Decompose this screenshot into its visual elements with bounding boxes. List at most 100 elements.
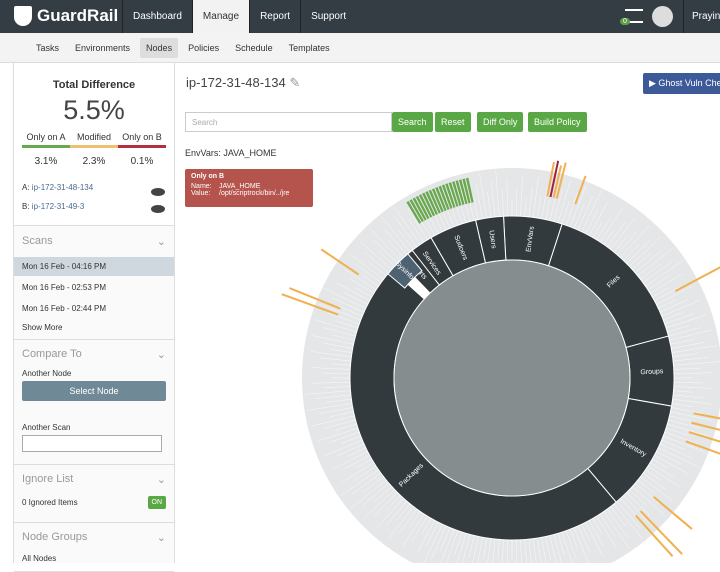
diff-line [693, 412, 720, 420]
search-button[interactable]: Search [392, 112, 433, 132]
ring-tick [569, 184, 587, 227]
ring-tick [589, 520, 604, 546]
ring-tick [603, 511, 631, 550]
diff-line [281, 293, 339, 316]
tooltip-row: Value: /opt/scriptrock/bin/../jre [191, 190, 307, 197]
select-node[interactable]: Select Node [22, 381, 166, 401]
ring-tick [652, 458, 668, 469]
ring-tick [336, 443, 365, 457]
col-b: Only on B 0.1% [118, 132, 166, 167]
ring-tick [426, 522, 439, 547]
ring-tick [549, 198, 556, 221]
diff-wedge [409, 199, 424, 223]
ring-tick [364, 252, 389, 273]
ring-tick [617, 501, 640, 528]
ring-tick [335, 423, 357, 431]
sub-item[interactable]: Templates [288, 42, 330, 53]
eye-icon[interactable] [151, 205, 165, 213]
ring-tick [475, 184, 483, 219]
ring-tick [384, 228, 407, 255]
scan-select[interactable] [22, 435, 162, 452]
tooltip-value: /opt/scriptrock/bin/../jre [219, 190, 290, 197]
sub-item[interactable]: Environments [75, 42, 131, 53]
node-name: ip-172-31-48-134 [186, 75, 286, 90]
user[interactable]: Praying [683, 0, 720, 33]
diff-wedge [418, 194, 433, 218]
toggle[interactable]: ON [147, 496, 166, 509]
diff-button[interactable]: Diff Only [477, 112, 524, 132]
ring-tick [585, 522, 604, 558]
compare-panel: Compare To ⌄ Another Node Select Node Ano… [14, 340, 174, 465]
center [393, 259, 631, 497]
tooltip-value: JAVA_HOME [219, 183, 261, 190]
sub-item[interactable]: Schedule [235, 42, 273, 53]
ring-tick [637, 479, 655, 494]
nav-item[interactable]: Manage [191, 0, 250, 33]
ring-tick [409, 511, 421, 528]
ring-tick [629, 236, 662, 267]
scan-item[interactable]: Mon 16 Feb - 02:44 PM [22, 304, 107, 313]
sub-item[interactable]: Policies [188, 42, 220, 53]
ring-tick [647, 274, 671, 290]
nav-item[interactable]: Dashboard [122, 0, 192, 33]
scan-item[interactable]: Mon 16 Feb - 02:53 PM [22, 283, 107, 292]
sub-item[interactable]: Nodes [140, 37, 179, 58]
ring-tick [421, 222, 432, 238]
ring-tick [348, 447, 366, 457]
ring-tick [673, 390, 693, 393]
panel-header[interactable]: Node Groups ⌄ [22, 531, 166, 544]
ring-tick [433, 202, 447, 231]
policy-button[interactable]: Build Policy [528, 112, 587, 132]
ring-tick [610, 217, 636, 250]
ring-tick [373, 492, 398, 517]
tooltip-row: Name: JAVA_HOME [191, 183, 307, 190]
panel-header[interactable]: Scans ⌄ [14, 226, 174, 257]
ring-tick [632, 253, 651, 270]
search-input[interactable]: Search [185, 112, 392, 132]
scan-item[interactable]: Mon 16 Feb - 04:16 PM [14, 257, 174, 276]
nav-item[interactable]: Support [300, 0, 356, 33]
node-name[interactable]: ip-172-31-48-134 [31, 183, 94, 192]
ring-tick [592, 518, 603, 534]
segment-label: EnvVars [525, 225, 535, 252]
ring-tick [673, 361, 720, 366]
node-name[interactable]: ip-172-31-49-3 [31, 202, 85, 211]
ring-tick [321, 357, 351, 362]
reset-button[interactable]: Reset [435, 112, 471, 132]
ring-tick [581, 524, 591, 542]
ring-tick [323, 386, 351, 389]
ring-tick [412, 516, 428, 541]
ring-tick [395, 217, 417, 248]
ring-tick [312, 335, 354, 345]
action-button[interactable]: ▶ Ghost Vuln Che [643, 73, 720, 94]
col-value: 3.1% [34, 156, 58, 167]
edit-icon[interactable]: ✎ [289, 75, 301, 90]
ring-tick [312, 415, 355, 427]
ring-tick [336, 282, 370, 301]
brand[interactable]: GuardRail [14, 6, 118, 26]
ring-tick [416, 520, 435, 554]
tasks-icon[interactable] [625, 9, 643, 23]
avatar[interactable] [652, 6, 673, 27]
group-item[interactable]: All Nodes [22, 554, 57, 563]
ring-tick [311, 367, 351, 370]
panel-header[interactable]: Ignore List ⌄ [22, 473, 166, 486]
panel-header[interactable]: Compare To ⌄ [22, 348, 166, 361]
ring-tick [516, 187, 518, 217]
sub-item[interactable]: Tasks [36, 42, 60, 53]
ring-tick [440, 527, 451, 552]
show-more[interactable]: Show More [22, 323, 63, 332]
ring-tick [561, 201, 570, 224]
diff-line [289, 287, 341, 310]
chevron: ⌄ [156, 474, 166, 486]
nav-item[interactable]: Report [249, 0, 300, 33]
eye-icon[interactable] [151, 188, 165, 196]
ring-tick [462, 534, 471, 563]
ring-tick [381, 217, 411, 253]
ring-tick [623, 244, 640, 261]
ring-tick [663, 312, 683, 321]
diff-wedge [455, 180, 465, 205]
brand-name: GuardRail [37, 6, 119, 25]
col-label: Modified [70, 132, 118, 148]
ring-tick [545, 536, 551, 560]
